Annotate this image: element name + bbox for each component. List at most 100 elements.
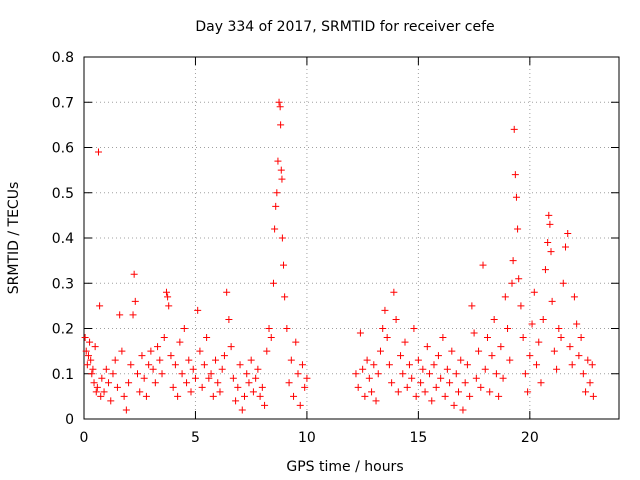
data-point — [412, 392, 420, 400]
x-tick-label: 5 — [191, 430, 200, 446]
data-point — [113, 383, 121, 391]
data-point — [227, 343, 235, 351]
data-point — [546, 220, 554, 228]
data-point — [245, 379, 253, 387]
data-point — [125, 379, 133, 387]
data-point — [495, 392, 503, 400]
data-point — [475, 347, 483, 355]
data-point — [183, 379, 191, 387]
data-point — [586, 379, 594, 387]
data-point — [147, 347, 155, 355]
data-point — [118, 347, 126, 355]
data-point — [559, 279, 567, 287]
data-point — [461, 379, 469, 387]
data-point — [430, 361, 438, 369]
data-point — [553, 365, 561, 373]
data-point — [276, 103, 284, 111]
data-point — [408, 374, 416, 382]
data-point — [81, 334, 89, 342]
data-point — [466, 392, 474, 400]
data-point — [555, 325, 563, 332]
data-point — [277, 121, 285, 129]
data-point — [241, 392, 248, 400]
y-tick-label: 0.2 — [52, 322, 74, 338]
data-point — [187, 388, 195, 396]
data-point — [130, 270, 138, 278]
data-point — [509, 257, 517, 265]
data-point — [84, 352, 92, 360]
data-point — [579, 370, 587, 378]
data-point — [131, 297, 139, 305]
data-point — [196, 347, 204, 355]
data-point — [392, 315, 400, 323]
x-tick-label: 15 — [409, 430, 427, 446]
data-point — [477, 383, 485, 391]
data-point — [521, 370, 529, 378]
data-point — [169, 383, 177, 391]
data-point — [481, 365, 489, 373]
data-point — [294, 370, 302, 378]
data-point — [151, 379, 159, 387]
data-point — [96, 302, 104, 310]
data-point — [448, 347, 456, 355]
data-point — [363, 356, 371, 364]
data-point — [164, 293, 172, 301]
data-point — [88, 370, 96, 378]
data-point — [275, 98, 283, 106]
data-point — [528, 320, 536, 328]
data-point — [524, 388, 532, 396]
data-point — [488, 352, 496, 360]
data-point — [281, 293, 289, 301]
data-point — [225, 315, 233, 323]
data-point — [514, 225, 522, 233]
data-point — [261, 401, 269, 409]
data-point — [249, 388, 257, 396]
data-point — [127, 361, 135, 369]
data-point — [483, 334, 491, 342]
chart-title: Day 334 of 2017, SRMTID for receiver cef… — [195, 19, 494, 35]
data-point — [492, 370, 500, 378]
data-point — [252, 374, 260, 382]
data-point — [550, 347, 558, 355]
y-tick-label: 0.4 — [52, 231, 74, 247]
data-point — [379, 325, 387, 332]
data-point — [501, 293, 509, 301]
data-point — [165, 302, 173, 310]
y-tick-label: 0.7 — [52, 95, 74, 111]
data-point — [352, 370, 360, 378]
data-point — [573, 320, 581, 328]
data-point — [234, 383, 242, 391]
data-point — [298, 361, 306, 369]
data-point — [274, 157, 282, 165]
data-point — [568, 361, 576, 369]
data-point — [537, 379, 545, 387]
y-tick-label: 0.8 — [52, 50, 74, 66]
data-point — [205, 374, 213, 382]
data-point — [116, 311, 124, 319]
data-point — [91, 343, 99, 351]
data-point — [575, 352, 583, 360]
data-point — [303, 374, 311, 382]
data-point — [97, 392, 105, 400]
data-point — [517, 302, 525, 310]
data-point — [290, 392, 298, 400]
data-point — [530, 288, 538, 296]
data-point — [258, 383, 266, 391]
data-point — [90, 379, 98, 387]
y-tick-label: 0.1 — [52, 367, 74, 383]
data-point — [272, 202, 280, 210]
data-point — [100, 388, 108, 396]
data-point — [365, 374, 373, 382]
data-point — [432, 383, 440, 391]
data-point — [582, 388, 590, 396]
data-point — [265, 325, 273, 332]
data-point — [180, 325, 188, 332]
data-point — [519, 334, 527, 342]
data-point — [156, 356, 164, 364]
data-point — [203, 334, 211, 342]
data-point — [87, 356, 95, 364]
data-point — [140, 374, 148, 382]
data-point — [383, 334, 391, 342]
data-point — [441, 392, 449, 400]
data-point — [372, 397, 380, 405]
